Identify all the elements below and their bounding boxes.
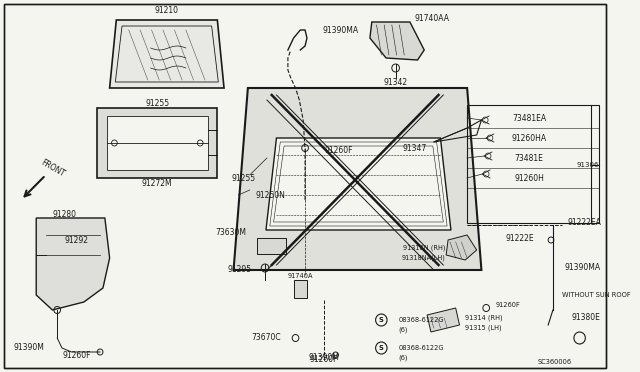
Polygon shape	[97, 108, 218, 178]
Text: 91260H: 91260H	[514, 173, 544, 183]
Text: 91255: 91255	[145, 99, 170, 108]
Text: 73670C: 73670C	[252, 334, 281, 343]
Text: 91272M: 91272M	[142, 179, 173, 187]
Text: 91295: 91295	[228, 266, 252, 275]
Text: 91260F: 91260F	[324, 145, 353, 154]
Text: 91390MA: 91390MA	[564, 263, 600, 273]
Text: 73630M: 73630M	[215, 228, 246, 237]
Text: 91222EA: 91222EA	[567, 218, 601, 227]
Text: S: S	[379, 317, 384, 323]
Polygon shape	[370, 22, 424, 60]
Polygon shape	[36, 218, 109, 310]
Text: 91222E: 91222E	[505, 234, 534, 243]
Bar	[294, 280, 307, 298]
Text: 73481EA: 73481EA	[512, 113, 546, 122]
Text: 91260F: 91260F	[62, 352, 90, 360]
Text: 91740A: 91740A	[287, 273, 313, 279]
Text: 91390M: 91390M	[13, 343, 44, 353]
Polygon shape	[446, 235, 477, 260]
Bar	[257, 238, 286, 254]
Text: 91740AA: 91740AA	[415, 13, 450, 22]
Text: 91260F: 91260F	[496, 302, 520, 308]
Text: 73481E: 73481E	[515, 154, 543, 163]
Text: 91318NA(LH): 91318NA(LH)	[401, 255, 445, 261]
Text: WITHOUT SUN ROOF: WITHOUT SUN ROOF	[563, 292, 631, 298]
Text: 91347: 91347	[403, 144, 427, 153]
Text: 91292: 91292	[64, 235, 88, 244]
Text: 91250N: 91250N	[255, 190, 285, 199]
Text: 91390MA: 91390MA	[322, 26, 358, 35]
Text: (6): (6)	[399, 327, 408, 333]
Polygon shape	[427, 308, 460, 332]
Bar	[467, 105, 598, 223]
Text: 08368-6122G: 08368-6122G	[399, 345, 444, 351]
Text: 91318N (RH): 91318N (RH)	[403, 245, 445, 251]
Text: 91280: 91280	[53, 209, 77, 218]
Text: S: S	[379, 345, 384, 351]
Text: (6): (6)	[399, 355, 408, 361]
Text: 91342: 91342	[383, 77, 408, 87]
Text: 91210: 91210	[155, 6, 179, 15]
Text: 91314 (RH): 91314 (RH)	[465, 315, 503, 321]
Text: 91260HA: 91260HA	[511, 134, 547, 142]
Text: 08368-6122G: 08368-6122G	[399, 317, 444, 323]
Polygon shape	[107, 116, 208, 170]
Text: 91260F: 91260F	[310, 356, 339, 365]
Polygon shape	[109, 20, 224, 88]
Polygon shape	[266, 138, 451, 230]
Text: 91306: 91306	[576, 162, 598, 168]
Text: FRONT: FRONT	[39, 158, 66, 179]
Text: 91380E: 91380E	[572, 314, 601, 323]
Text: SC360006: SC360006	[538, 359, 572, 365]
Text: 91390M: 91390M	[308, 353, 340, 362]
Text: 91315 (LH): 91315 (LH)	[465, 325, 502, 331]
Polygon shape	[234, 88, 481, 270]
Text: 91255: 91255	[232, 173, 255, 183]
